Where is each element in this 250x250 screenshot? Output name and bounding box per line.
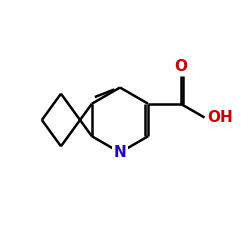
Text: N: N xyxy=(114,145,126,160)
Text: OH: OH xyxy=(207,110,233,125)
Text: O: O xyxy=(174,58,187,74)
